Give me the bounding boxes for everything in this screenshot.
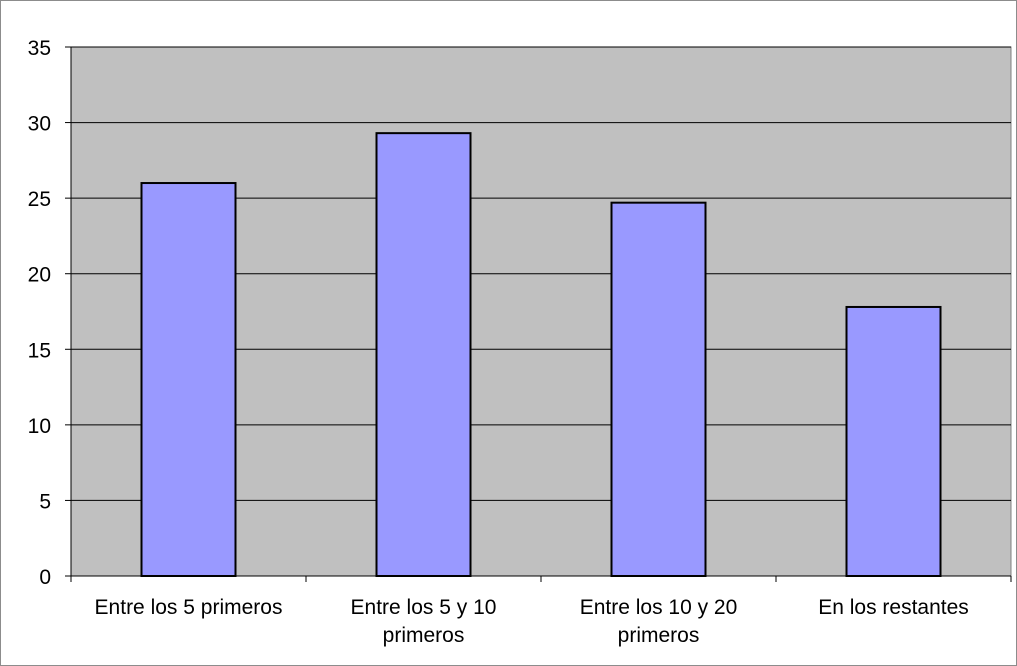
- x-tick-label: primeros: [618, 624, 700, 647]
- y-tick-label: 15: [28, 339, 51, 362]
- bar: [610, 201, 707, 577]
- y-tick-label: 25: [28, 188, 51, 211]
- y-tick-label: 5: [39, 490, 51, 513]
- bar: [845, 305, 942, 577]
- y-tick-label: 20: [28, 264, 51, 287]
- y-tick-label: 10: [28, 415, 51, 438]
- bars: [140, 132, 942, 577]
- y-tick-label: 30: [28, 113, 51, 136]
- x-tick-labels: Entre los 5 primeros Entre los 5 y 10 prim…: [95, 596, 969, 647]
- x-tick-label: En los restantes: [818, 596, 969, 619]
- bar: [375, 132, 472, 577]
- x-tick-label: Entre los 10 y 20: [580, 596, 738, 619]
- y-tick-label: 0: [39, 566, 51, 589]
- x-tick-label: Entre los 5 primeros: [95, 596, 283, 619]
- x-tick-label: Entre los 5 y 10: [351, 596, 497, 619]
- y-tick-labels: 0 5 10 15 20 25 30 35: [28, 37, 51, 589]
- y-tick-label: 35: [28, 37, 51, 60]
- axes: [65, 46, 1012, 582]
- bar: [140, 182, 237, 577]
- x-tick-label: primeros: [383, 624, 465, 647]
